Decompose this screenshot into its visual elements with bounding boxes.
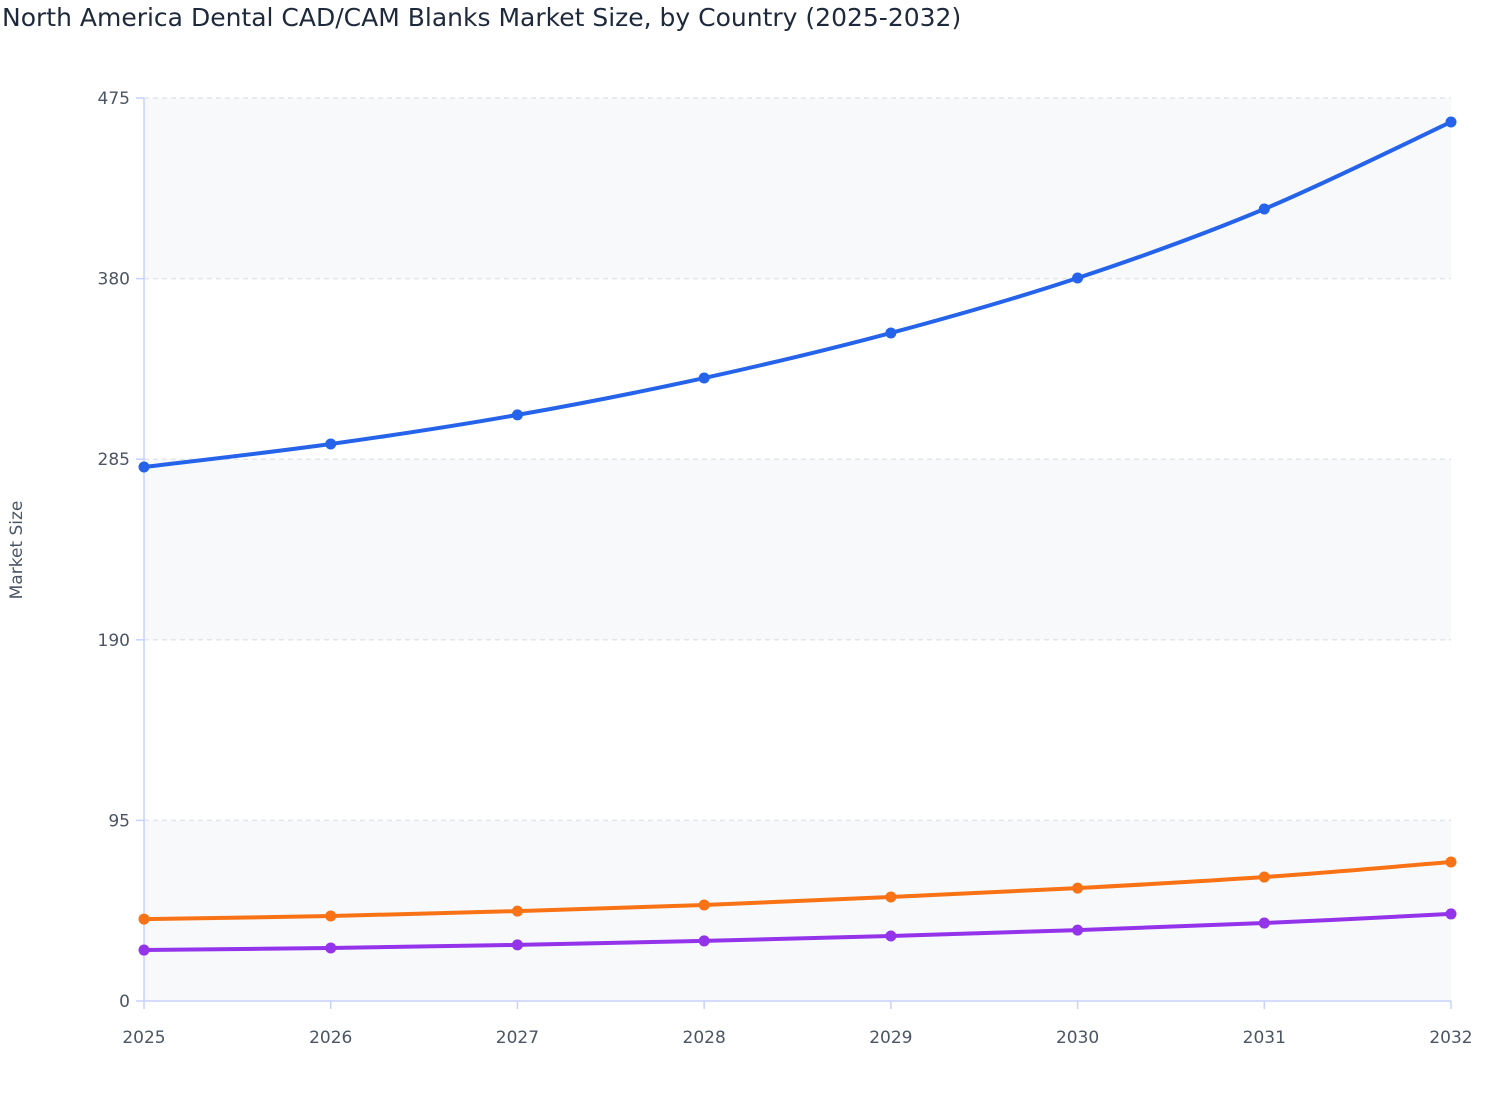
- series-2: [138, 908, 1457, 956]
- x-tick-label: 2032: [1429, 1028, 1472, 1048]
- x-tick-label: 2026: [309, 1028, 352, 1048]
- series-0: [138, 116, 1457, 473]
- data-point: [138, 461, 150, 473]
- data-point: [1072, 924, 1084, 936]
- data-point: [325, 942, 337, 954]
- grid-band: [144, 459, 1451, 640]
- series-line: [142, 860, 1453, 922]
- y-tick-label: 95: [108, 811, 130, 831]
- y-tick-label: 475: [98, 89, 130, 109]
- data-point: [325, 438, 337, 450]
- series-line: [142, 911, 1453, 953]
- data-point: [885, 891, 897, 903]
- data-point: [1445, 908, 1457, 920]
- data-point: [1072, 272, 1084, 284]
- x-tick-label: 2025: [122, 1028, 165, 1048]
- data-point: [698, 372, 710, 384]
- data-point: [138, 913, 150, 925]
- y-axis-label: Market Size: [7, 501, 27, 600]
- data-point: [885, 327, 897, 339]
- x-tick-label: 2027: [496, 1028, 539, 1048]
- x-tick-label: 2029: [869, 1028, 912, 1048]
- series-line: [142, 119, 1453, 469]
- data-point: [1445, 116, 1457, 128]
- data-point: [325, 910, 337, 922]
- data-point: [1258, 917, 1270, 929]
- y-tick-label: 0: [119, 992, 130, 1012]
- data-point: [511, 905, 523, 917]
- data-point: [138, 944, 150, 956]
- y-tick-label: 380: [98, 270, 130, 290]
- y-tick-label: 285: [98, 450, 130, 470]
- grid-band: [144, 820, 1451, 1001]
- data-point: [698, 899, 710, 911]
- grid-band: [144, 98, 1451, 279]
- y-tick-label: 190: [98, 631, 130, 651]
- chart-title: North America Dental CAD/CAM Blanks Mark…: [2, 3, 962, 32]
- data-point: [511, 409, 523, 421]
- x-tick-label: 2031: [1243, 1028, 1286, 1048]
- data-point: [698, 935, 710, 947]
- x-tick-label: 2028: [683, 1028, 726, 1048]
- series-1: [138, 856, 1457, 925]
- data-point: [885, 930, 897, 942]
- data-point: [1258, 203, 1270, 215]
- data-point: [1258, 871, 1270, 883]
- x-tick-label: 2030: [1056, 1028, 1099, 1048]
- data-point: [1072, 882, 1084, 894]
- data-point: [1445, 856, 1457, 868]
- data-point: [511, 939, 523, 951]
